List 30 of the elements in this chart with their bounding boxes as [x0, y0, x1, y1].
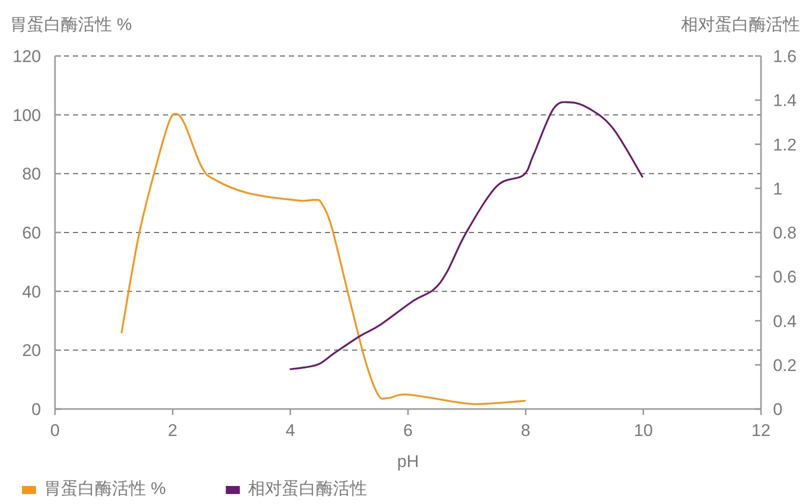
y-tick-label: 20	[22, 341, 41, 360]
x-tick-label: 12	[752, 421, 770, 440]
x-tick-label: 10	[634, 421, 653, 440]
y2-tick-label: 0.4	[773, 312, 797, 331]
x-axis-title: pH	[397, 452, 419, 471]
x-tick-label: 0	[50, 421, 60, 440]
y2-axis-title: 相对蛋白酶活性	[681, 15, 800, 34]
x-tick-label: 8	[520, 421, 530, 440]
y-tick-label: 80	[22, 164, 41, 184]
y-tick-label: 100	[12, 106, 41, 125]
y-axis-title: 胃蛋白酶活性 %	[10, 15, 132, 34]
y-tick-label: 60	[22, 224, 41, 242]
y2-tick-label: 1.6	[773, 47, 797, 66]
y2-tick-label: 1.2	[773, 135, 797, 154]
y2-tick-label: 1.4	[773, 91, 797, 110]
y2-tick-label: 0.2	[773, 356, 797, 375]
x-tick-label: 6	[403, 421, 413, 440]
y2-tick-label: 0.6	[773, 268, 797, 287]
y-tick-label: 120	[12, 47, 41, 66]
y-tick-label: 0	[32, 400, 41, 419]
line-series	[288, 101, 644, 370]
x-tick-label: 4	[286, 421, 296, 440]
line-series	[120, 113, 527, 406]
x-tick-label: 2	[168, 421, 178, 440]
y-tick-label: 40	[22, 282, 41, 302]
y2-tick-label: 1	[773, 179, 782, 198]
y2-tick-label: 0	[773, 400, 782, 419]
legend-label: 相对蛋白酶活性	[248, 479, 367, 498]
y2-tick-label: 0.8	[773, 224, 797, 242]
legend-label: 胃蛋白酶活性 %	[44, 479, 166, 498]
